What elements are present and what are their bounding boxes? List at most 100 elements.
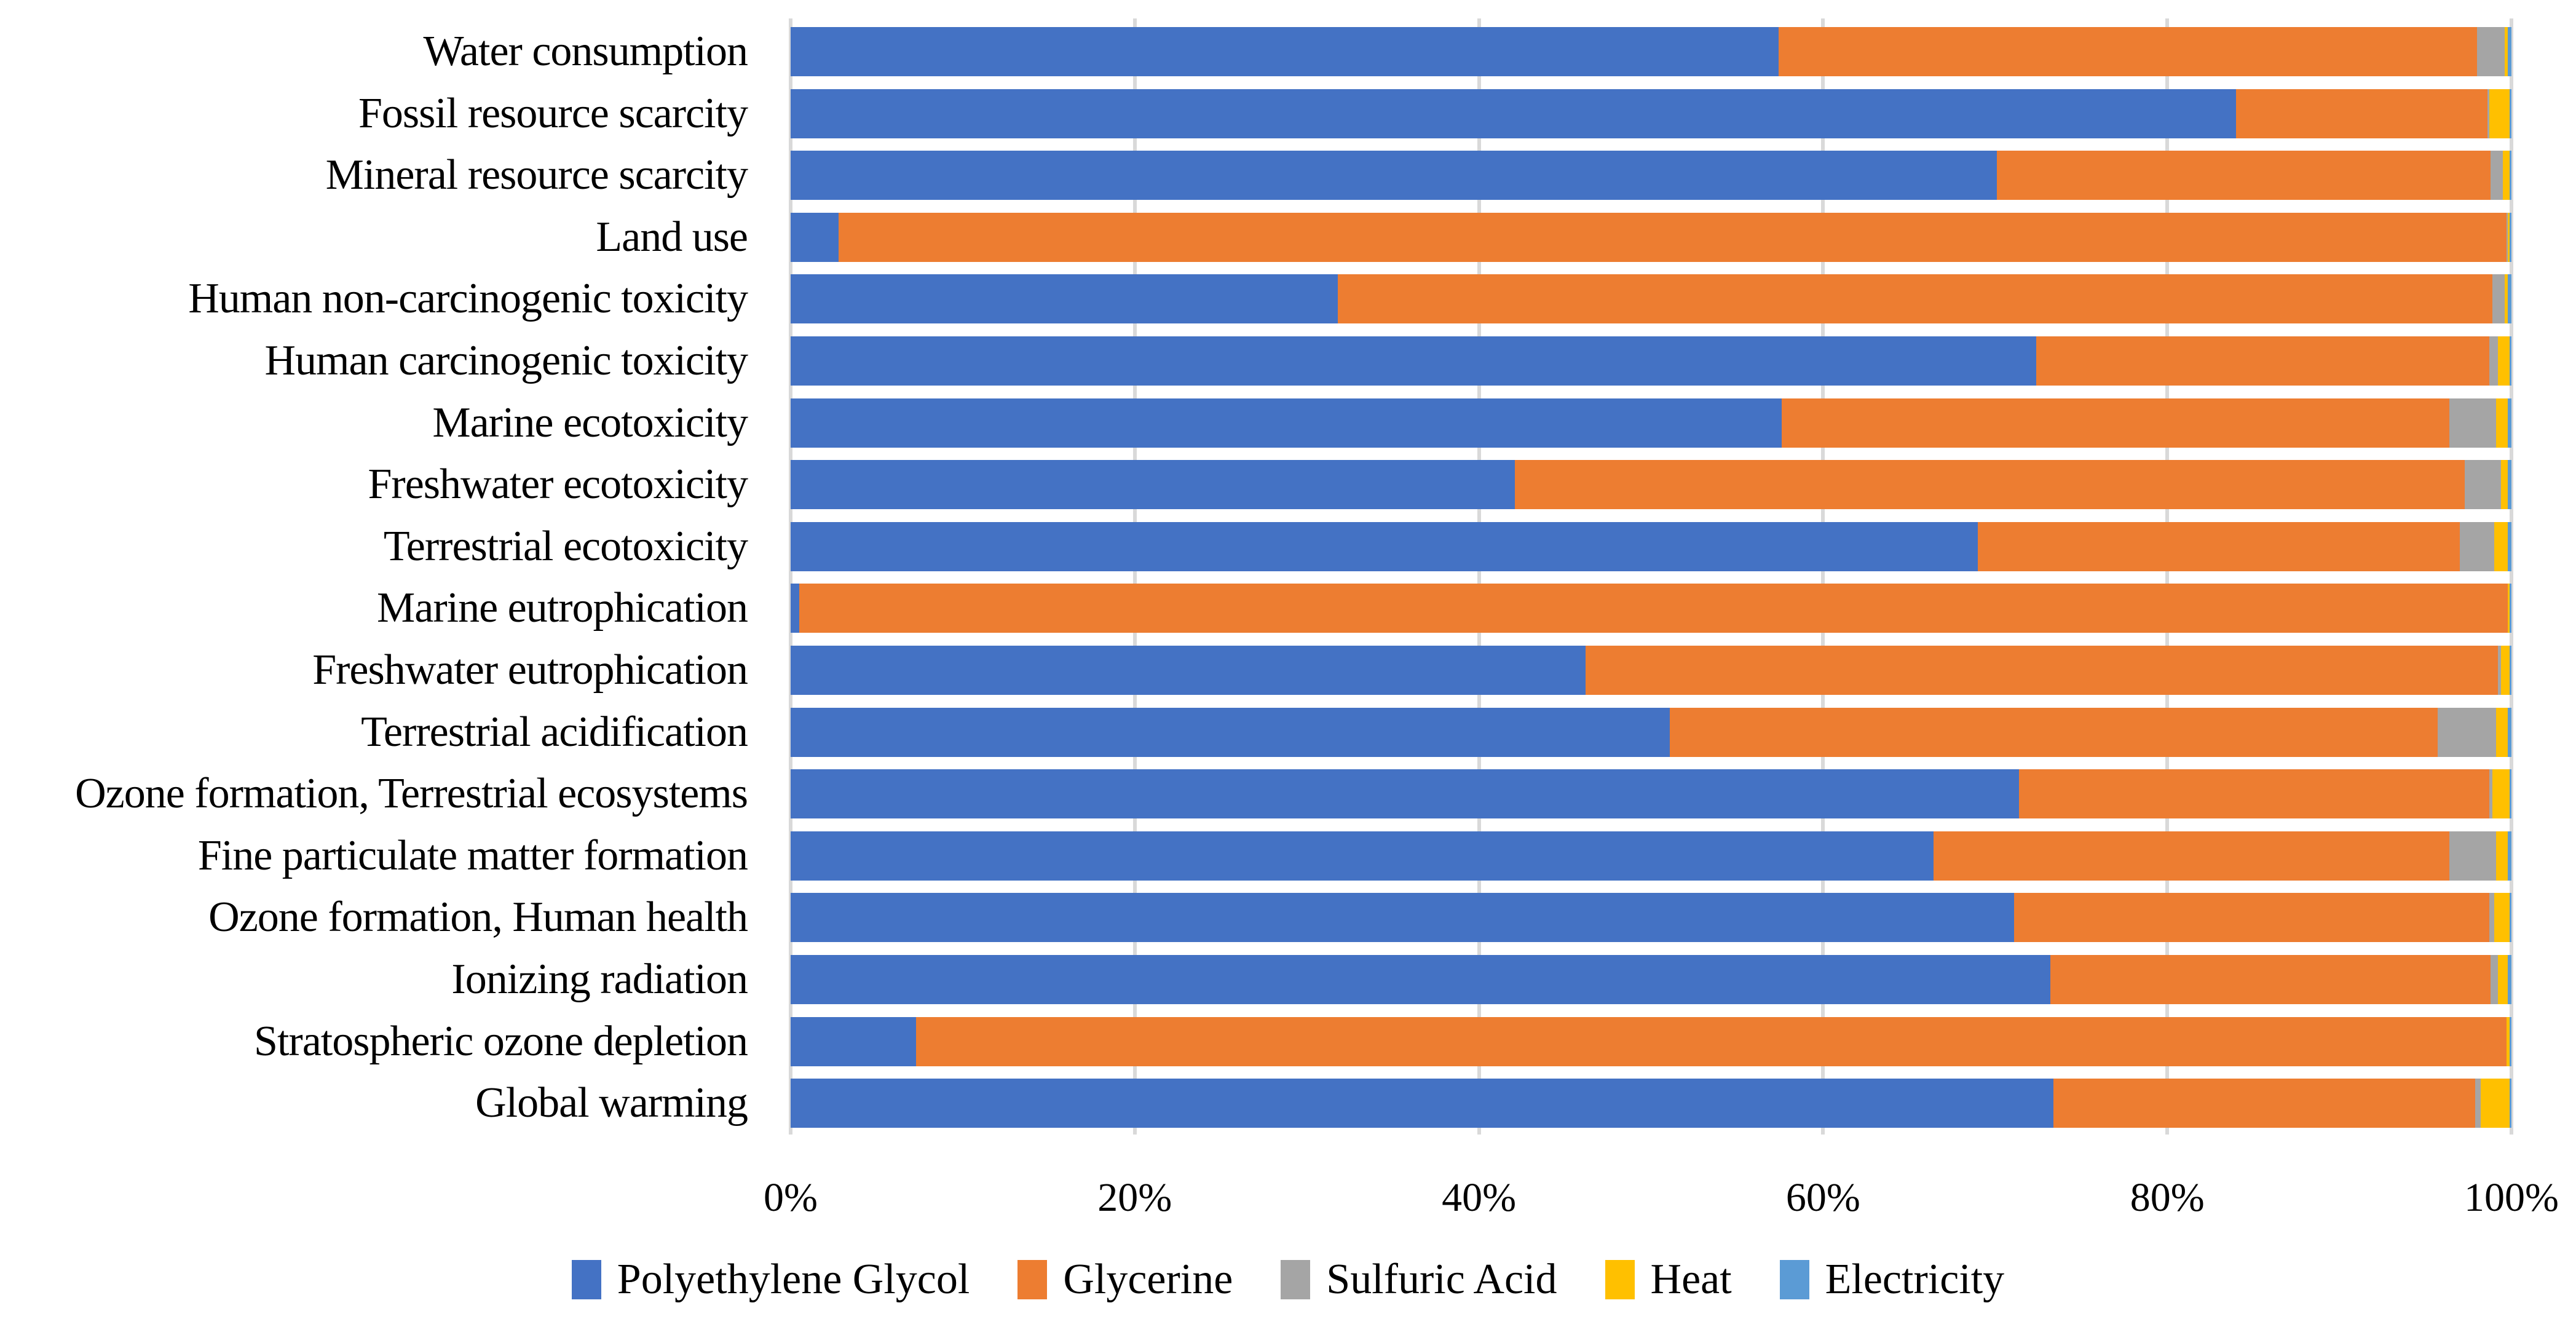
bar-segment-electricity bbox=[2510, 89, 2511, 138]
bar-segment-electricity bbox=[2508, 27, 2511, 76]
bar-segment-glycerine bbox=[1338, 274, 2493, 324]
bar-segment-electricity bbox=[2510, 584, 2511, 633]
bar-segment-polyethylene-glycol bbox=[791, 521, 1978, 571]
bar-row bbox=[791, 893, 2511, 943]
bar-segment-electricity bbox=[2508, 460, 2511, 510]
legend-label: Polyethylene Glycol bbox=[617, 1256, 970, 1303]
bar-segment-heat bbox=[2501, 460, 2508, 510]
bar-segment-sulfuric-acid bbox=[2460, 521, 2494, 571]
gridline-80-percent bbox=[2165, 18, 2170, 1135]
bar-segment-sulfuric-acid bbox=[2449, 398, 2496, 448]
bar-segment-polyethylene-glycol bbox=[791, 1016, 917, 1066]
bar-segment-sulfuric-acid bbox=[2506, 212, 2508, 262]
bar-segment-glycerine bbox=[916, 1016, 2507, 1066]
bar-segment-polyethylene-glycol bbox=[791, 893, 2015, 943]
bar-segment-polyethylene-glycol bbox=[791, 831, 1934, 881]
bar-segment-heat bbox=[2492, 769, 2510, 819]
bar-segment-heat bbox=[2494, 521, 2508, 571]
legend-swatch-icon bbox=[1281, 1260, 1311, 1299]
bar-segment-glycerine bbox=[2236, 89, 2487, 138]
bar-row bbox=[791, 27, 2511, 76]
legend-item-polyethylene-glycol: Polyethylene Glycol bbox=[571, 1246, 970, 1313]
category-label: Fossil resource scarcity bbox=[358, 89, 748, 137]
bar-segment-glycerine bbox=[1515, 460, 2465, 510]
bar-row bbox=[791, 89, 2511, 138]
bar-segment-sulfuric-acid bbox=[2465, 460, 2502, 510]
bar-segment-heat bbox=[2508, 212, 2510, 262]
category-label: Marine eutrophication bbox=[377, 584, 748, 632]
bar-segment-sulfuric-acid bbox=[2477, 27, 2505, 76]
bar-segment-glycerine bbox=[1778, 27, 2478, 76]
bar-segment-polyethylene-glycol bbox=[791, 460, 1515, 510]
bar-row bbox=[791, 521, 2511, 571]
x-tick-label: 80% bbox=[2130, 1175, 2205, 1220]
bar-segment-sulfuric-acid bbox=[2489, 336, 2498, 386]
bar-segment-sulfuric-acid bbox=[2489, 893, 2494, 943]
bar-segment-heat bbox=[2501, 646, 2510, 695]
bar-segment-heat bbox=[2495, 831, 2508, 881]
bar-segment-electricity bbox=[2508, 955, 2511, 1004]
bar-segment-heat bbox=[2497, 955, 2508, 1004]
category-label: Water consumption bbox=[423, 28, 748, 75]
bar-row bbox=[791, 831, 2511, 881]
bar-segment-heat bbox=[2480, 1079, 2510, 1128]
bar-segment-heat bbox=[2504, 274, 2508, 324]
gridline-60-percent bbox=[1821, 18, 1825, 1135]
bar-segment-heat bbox=[2494, 893, 2510, 943]
bar-segment-sulfuric-acid bbox=[2449, 831, 2496, 881]
bar-row bbox=[791, 707, 2511, 757]
bar-segment-heat bbox=[2502, 151, 2510, 200]
category-label: Land use bbox=[596, 213, 748, 261]
bar-row bbox=[791, 646, 2511, 695]
legend-label: Sulfuric Acid bbox=[1326, 1256, 1557, 1303]
bar-segment-glycerine bbox=[1978, 521, 2460, 571]
bar-segment-polyethylene-glycol bbox=[791, 1079, 2054, 1128]
x-tick-label: 0% bbox=[764, 1175, 818, 1220]
x-tick-label: 20% bbox=[1097, 1175, 1172, 1220]
legend-item-electricity: Electricity bbox=[1779, 1246, 2005, 1313]
bar-segment-polyethylene-glycol bbox=[791, 27, 1779, 76]
bar-row bbox=[791, 1079, 2511, 1128]
category-label: Ozone formation, Human health bbox=[208, 893, 748, 941]
category-label: Mineral resource scarcity bbox=[325, 151, 748, 199]
bar-segment-glycerine bbox=[1933, 831, 2450, 881]
legend-label: Electricity bbox=[1825, 1256, 2005, 1303]
legend: Polyethylene Glycol Glycerine Sulfuric Aci… bbox=[0, 1246, 2576, 1313]
category-label: Terrestrial acidification bbox=[361, 708, 748, 756]
bar-segment-glycerine bbox=[2036, 336, 2489, 386]
bar-segment-electricity bbox=[2510, 893, 2511, 943]
bar-segment-polyethylene-glycol bbox=[791, 646, 1586, 695]
bar-segment-glycerine bbox=[1586, 646, 2498, 695]
bar-row bbox=[791, 460, 2511, 510]
bar-row bbox=[791, 212, 2511, 262]
bar-segment-electricity bbox=[2510, 212, 2511, 262]
bar-segment-sulfuric-acid bbox=[2491, 955, 2498, 1004]
bar-segment-electricity bbox=[2508, 707, 2511, 757]
bar-segment-glycerine bbox=[2014, 893, 2489, 943]
bar-segment-electricity bbox=[2508, 831, 2511, 881]
bar-row bbox=[791, 955, 2511, 1004]
bar-segment-electricity bbox=[2510, 646, 2511, 695]
category-label: Stratospheric ozone depletion bbox=[254, 1017, 748, 1065]
legend-item-sulfuric-acid: Sulfuric Acid bbox=[1281, 1246, 1557, 1313]
bar-segment-polyethylene-glycol bbox=[791, 151, 1997, 200]
bar-segment-sulfuric-acid bbox=[2492, 274, 2505, 324]
bar-segment-polyethylene-glycol bbox=[791, 955, 2050, 1004]
bar-segment-heat bbox=[2508, 584, 2510, 633]
bar-segment-heat bbox=[2495, 398, 2508, 448]
bar-segment-glycerine bbox=[1670, 707, 2438, 757]
bar-segment-electricity bbox=[2508, 274, 2511, 324]
category-label: Human non-carcinogenic toxicity bbox=[188, 275, 748, 323]
gridline-100-percent bbox=[2510, 18, 2513, 1135]
legend-swatch-icon bbox=[1605, 1260, 1635, 1299]
bar-segment-glycerine bbox=[839, 212, 2507, 262]
category-label: Marine ecotoxicity bbox=[432, 398, 748, 446]
bar-segment-sulfuric-acid bbox=[2497, 646, 2502, 695]
bar-segment-polyethylene-glycol bbox=[791, 89, 2237, 138]
bar-segment-polyethylene-glycol bbox=[791, 707, 1670, 757]
category-label: Freshwater ecotoxicity bbox=[368, 461, 748, 509]
gridline-20-percent bbox=[1132, 18, 1137, 1135]
category-label: Freshwater eutrophication bbox=[312, 646, 748, 694]
bar-row bbox=[791, 398, 2511, 448]
